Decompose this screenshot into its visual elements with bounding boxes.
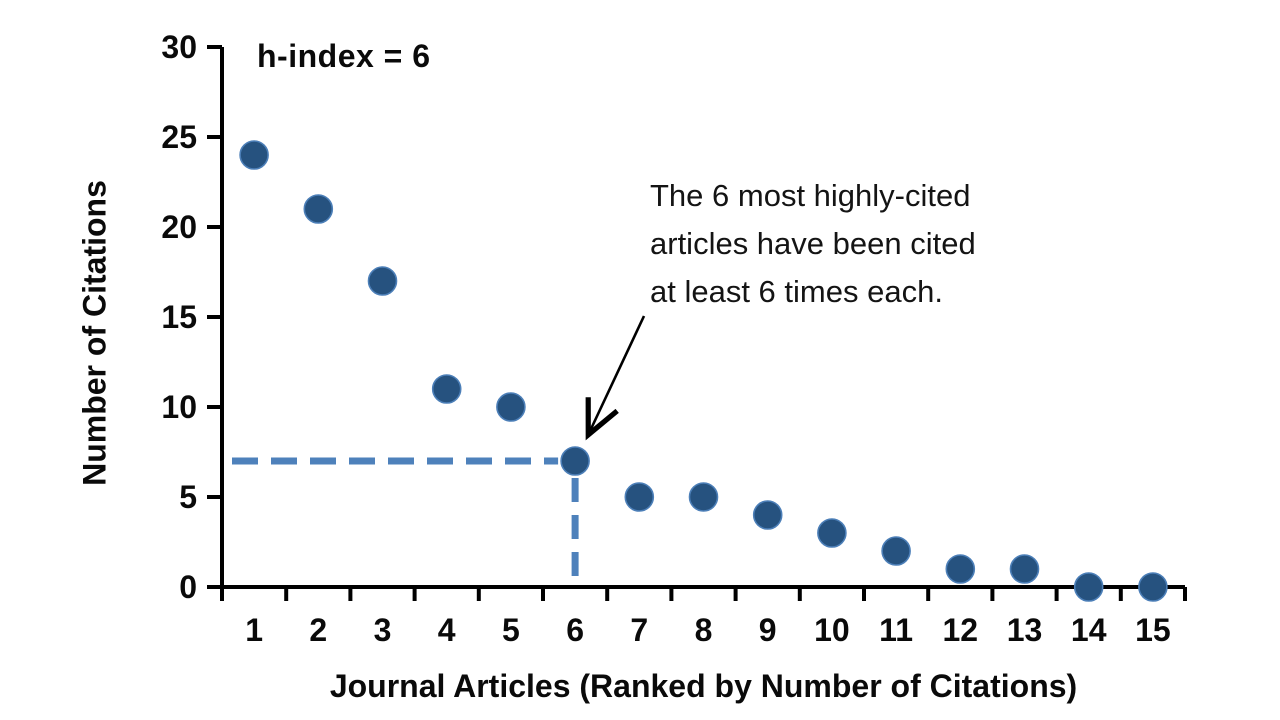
data-point [1138,572,1168,602]
data-point [431,374,462,404]
x-tick-label: 14 [1071,612,1107,648]
x-tick-label: 12 [943,612,979,648]
x-tick-label: 5 [502,612,520,648]
x-tick-label: 1 [245,612,263,648]
y-tick-label: 20 [161,209,197,245]
y-tick-label: 0 [179,569,197,605]
data-point [1009,554,1040,584]
x-tick-label: 2 [309,612,327,648]
data-point [239,140,269,170]
x-tick-label: 6 [566,612,584,648]
data-point [560,446,590,476]
annotation-line: articles have been cited [650,226,976,261]
annotation-text: The 6 most highly-cited articles have be… [650,172,976,316]
annotation-line: The 6 most highly-cited [650,178,971,213]
data-point [496,392,526,422]
data-point [624,482,655,512]
x-tick-label: 7 [630,612,648,648]
data-point [367,266,398,296]
x-tick-label: 10 [814,612,850,648]
y-axis-title: Number of Citations [76,180,113,486]
x-tick-label: 15 [1135,612,1171,648]
x-tick-label: 13 [1007,612,1043,648]
data-point [945,554,976,584]
x-tick-label: 9 [759,612,777,648]
data-point [303,194,334,224]
data-point [881,536,911,566]
chart-title: h-index = 6 [257,38,431,74]
data-point [752,500,783,530]
x-tick-label: 3 [374,612,392,648]
data-point [688,482,719,512]
y-tick-label: 15 [161,299,197,335]
data-point [817,518,847,548]
x-tick-label: 11 [879,612,913,648]
x-tick-label: 4 [438,612,456,648]
x-axis-title: Journal Articles (Ranked by Number of Ci… [329,668,1078,704]
y-tick-label: 30 [161,29,197,65]
annotation-line: at least 6 times each. [650,274,943,309]
y-tick-label: 10 [161,389,197,425]
data-point [1073,572,1104,602]
x-tick-label: 8 [695,612,713,648]
annotation-arrow [585,315,646,441]
y-tick-label: 25 [161,119,197,155]
y-tick-label: 5 [179,479,197,515]
